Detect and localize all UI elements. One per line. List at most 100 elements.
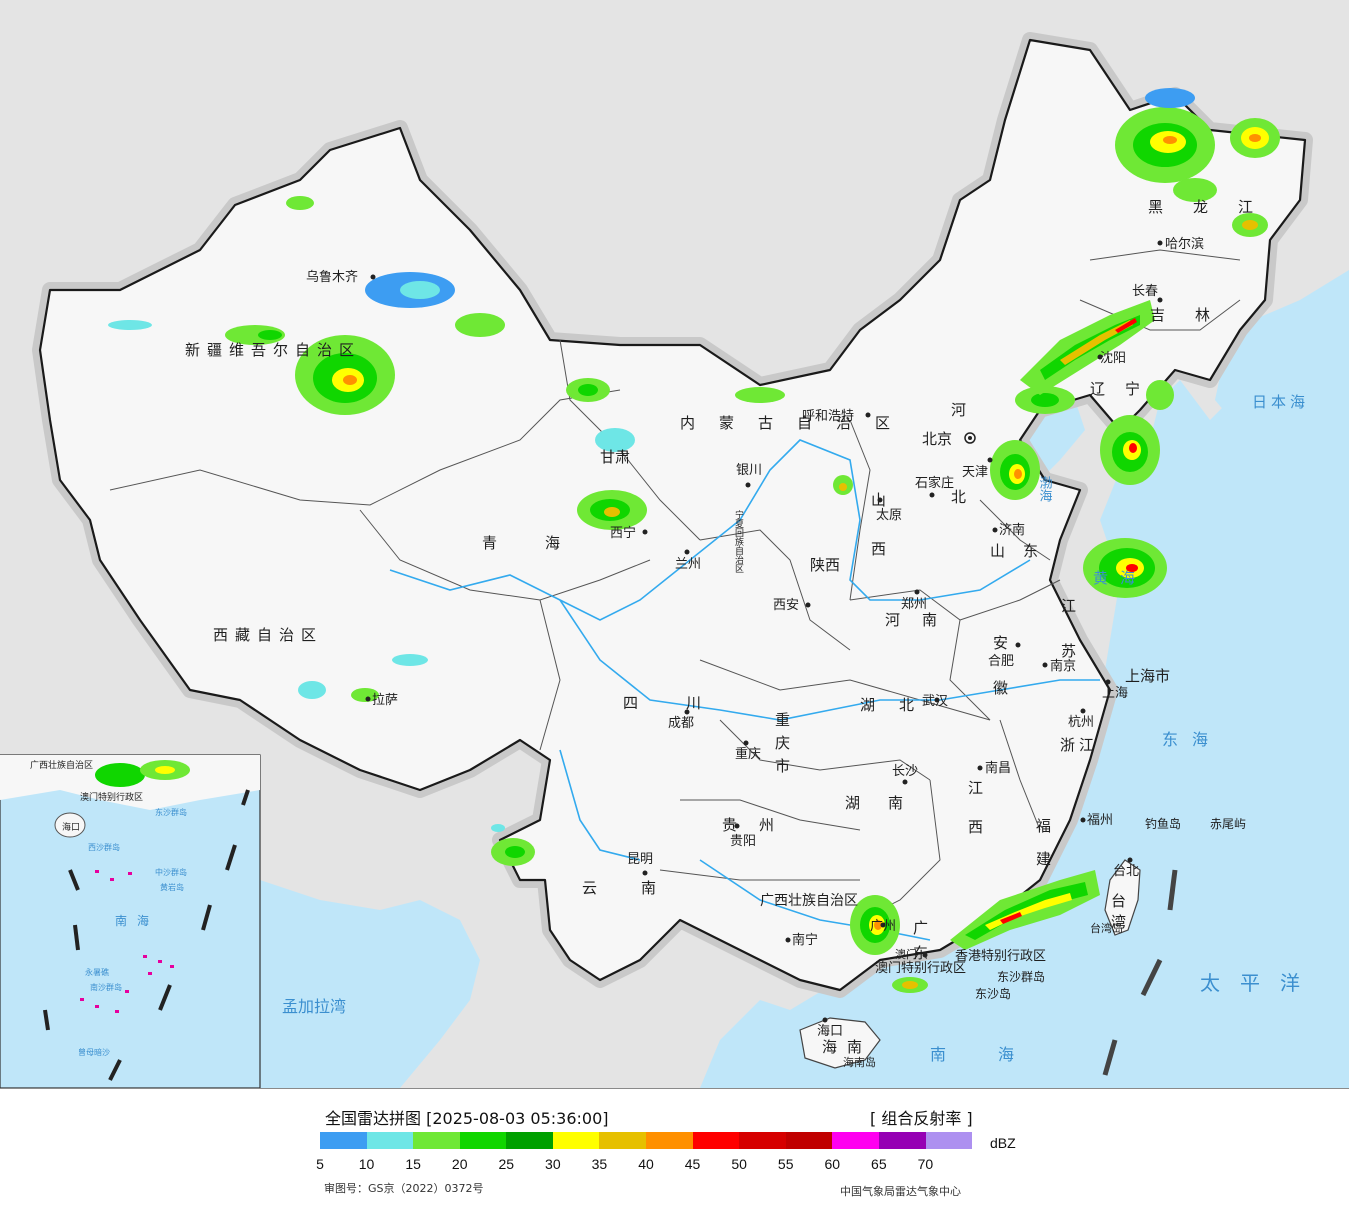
- province-xinjiang: 新疆维吾尔自治区: [185, 341, 361, 359]
- city-xian: 西安: [773, 598, 799, 613]
- province-jiangsu: 江苏: [1059, 598, 1077, 688]
- province-yunnan: 云南: [582, 879, 700, 897]
- province-liaoning: 辽宁: [1090, 380, 1160, 398]
- east-sea: [700, 270, 1349, 1088]
- legend-swatch-1: [366, 1132, 414, 1149]
- legend-tick-45: 45: [684, 1156, 701, 1172]
- city-hefei: 合肥: [988, 654, 1014, 669]
- echo-heilongjiang: [1115, 88, 1280, 237]
- inset-xisha: 西沙群岛: [88, 842, 120, 852]
- sea-donghai: 东海: [1162, 730, 1222, 749]
- legend-swatch-2: [413, 1132, 460, 1149]
- city-changsha: 长沙: [892, 764, 918, 779]
- legend-tick-55: 55: [777, 1156, 794, 1172]
- legend-product: [ 组合反射率 ]: [870, 1109, 973, 1128]
- echo-qinghai: [566, 378, 853, 530]
- province-taiwan: 台湾: [1109, 893, 1127, 935]
- city-harbin: 哈尔滨: [1165, 236, 1204, 252]
- legend-tick-5: 5: [316, 1156, 324, 1172]
- echo-xinjiang: [108, 196, 505, 415]
- inset-guangxi: 广西壮族自治区: [30, 759, 93, 771]
- city-fuzhou: 福州: [1087, 813, 1113, 828]
- legend-panel: 全国雷达拼图 [2025-08-03 05:36:00] [ 组合反射率 ] 5…: [0, 1088, 1349, 1208]
- inset-labels: 广西壮族自治区 澳门特别行政区 海口 西沙群岛 中沙群岛 黄岩岛 南沙群岛 南海…: [30, 759, 187, 1057]
- inset-huangyan: 黄岩岛: [160, 882, 184, 892]
- legend-tick-50: 50: [731, 1156, 747, 1172]
- province-guangxi: 广西壮族自治区: [760, 893, 858, 909]
- legend-swatch-12: [878, 1132, 926, 1149]
- radar-map: 新疆维吾尔自治区 西藏自治区 青海 甘肃 内蒙古自治区 宁夏回族自治区 陕西 山…: [0, 0, 1349, 1088]
- city-beijing: 北京: [922, 430, 952, 448]
- city-hangzhou: 杭州: [1068, 715, 1094, 730]
- sea-mengjialawan: 孟加拉湾: [282, 997, 346, 1016]
- city-chongqing: 重庆: [735, 746, 761, 762]
- legend-tick-25: 25: [498, 1156, 515, 1172]
- city-nanning: 南宁: [792, 932, 818, 948]
- inset-nanhai: 南海: [115, 913, 159, 928]
- legend-swatch-4: [506, 1132, 553, 1149]
- legend-tick-30: 30: [545, 1156, 561, 1172]
- city-shenyang: 沈阳: [1100, 351, 1126, 366]
- province-fujian: 福建: [1034, 818, 1052, 884]
- legend-swatch-0: [320, 1132, 367, 1149]
- island-labels: 钓鱼岛 赤尾屿 东沙群岛 东沙岛: [975, 816, 1246, 1001]
- city-hohhot: 呼和浩特: [802, 409, 854, 424]
- inset-nansha: 南沙群岛: [90, 982, 122, 992]
- city-wuhan: 武汉: [922, 694, 948, 709]
- echo-southwest: [491, 824, 535, 866]
- legend-tick-15: 15: [405, 1156, 421, 1172]
- province-ningxia: 宁夏回族自治区: [733, 509, 744, 573]
- province-henan: 河南: [885, 611, 959, 629]
- city-shijiazhuang: 石家庄: [915, 475, 954, 491]
- echo-south-coast: [850, 870, 1100, 993]
- echo-northeast-band: [1020, 300, 1174, 485]
- echo-yellow-sea: [1083, 538, 1167, 598]
- city-urumqi: 乌鲁木齐: [306, 269, 358, 285]
- city-marker-group: [365, 240, 1163, 1023]
- city-changchun: 长春: [1132, 284, 1158, 299]
- inset-zengmu: 曾母暗沙: [78, 1047, 110, 1057]
- sea-huanghai: 黄海: [1093, 569, 1147, 587]
- legend-swatch-8: [692, 1132, 740, 1149]
- city-taiyuan: 太原: [876, 508, 902, 523]
- taiwan-island: [1104, 859, 1141, 936]
- legend-swatch-3: [459, 1132, 507, 1149]
- legend-title: 全国雷达拼图 [2025-08-03 05:36:00]: [325, 1109, 609, 1128]
- legend-swatch-5: [552, 1132, 600, 1149]
- province-shanghaishi: 上海市: [1125, 667, 1170, 685]
- echo-jingjin: [990, 386, 1075, 500]
- city-tianjin: 天津: [962, 465, 988, 480]
- province-zhejiang: 浙江: [1060, 736, 1098, 754]
- city-guangzhou: 广州: [870, 919, 896, 934]
- city-labels: 乌鲁木齐 拉萨 西宁 兰州 银川 呼和浩特 北京 天津 石家庄 太原 济南 郑州…: [306, 236, 1204, 1039]
- sea-taipingyang: 太平洋: [1200, 971, 1320, 995]
- legend-swatch-9: [739, 1132, 786, 1149]
- inset-dongsha: 东沙群岛: [155, 807, 187, 817]
- city-chengdu: 成都: [668, 716, 694, 731]
- city-jinan: 济南: [999, 522, 1025, 538]
- inset-zhongsha: 中沙群岛: [155, 867, 187, 877]
- province-taiwandao: 台湾岛: [1090, 921, 1123, 935]
- inset-yongshu: 永暑礁: [85, 967, 109, 977]
- province-gansu: 甘肃: [600, 448, 630, 466]
- city-taibei: 台北: [1113, 864, 1139, 879]
- legend-tick-70: 70: [917, 1156, 934, 1172]
- legend-tick-65: 65: [871, 1156, 887, 1172]
- province-hubei: 湖北: [860, 696, 938, 714]
- island-chiweiyu: 赤尾屿: [1210, 817, 1246, 831]
- japan-sea: [1215, 280, 1349, 560]
- province-hunan: 湖南: [845, 794, 931, 812]
- province-neimenggu: 内蒙古自治区: [680, 414, 914, 432]
- city-zhengzhou: 郑州: [901, 597, 927, 612]
- inset-aomen: 澳门特别行政区: [80, 791, 143, 803]
- city-guiyang: 贵阳: [730, 834, 756, 849]
- legend-tick-35: 35: [591, 1156, 608, 1172]
- province-jilin: 吉林: [1150, 306, 1240, 324]
- city-lanzhou: 兰州: [675, 557, 701, 572]
- bay-of-bengal: [260, 880, 480, 1088]
- hainan-island: [799, 1017, 881, 1069]
- city-aomen: 澳门: [895, 947, 917, 961]
- island-dongshadao: 东沙岛: [975, 986, 1011, 1001]
- city-shanghai: 上海: [1102, 686, 1128, 701]
- province-anhui: 安徽: [991, 635, 1009, 725]
